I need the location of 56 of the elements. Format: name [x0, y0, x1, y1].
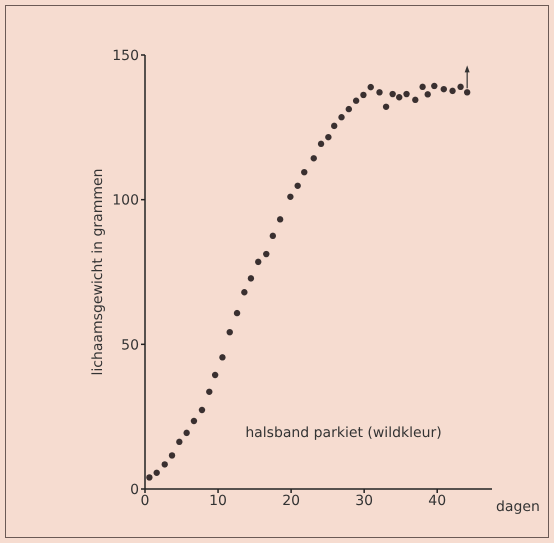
point [153, 470, 160, 476]
point [368, 84, 374, 90]
point [248, 275, 254, 282]
point [183, 430, 190, 436]
point [440, 86, 447, 92]
point [255, 258, 262, 266]
y-tick-label: 0 [130, 482, 139, 498]
point [287, 194, 294, 200]
y-tick-label: 100 [112, 192, 139, 209]
point [146, 474, 153, 481]
y-tick-label: 50 [121, 337, 139, 354]
point [431, 82, 438, 90]
point [389, 90, 396, 98]
point [382, 104, 390, 110]
point [376, 89, 383, 96]
point [352, 98, 360, 104]
point [198, 406, 206, 414]
annotation: halsband parkiet (wildkleur) [245, 425, 442, 441]
point [263, 250, 270, 258]
point [424, 91, 431, 98]
point [412, 96, 418, 104]
point [464, 89, 470, 96]
point [294, 182, 301, 189]
point [241, 289, 248, 296]
x-axis-title: dagen [496, 499, 540, 515]
point [168, 452, 176, 459]
x-tick-label: 0 [140, 492, 150, 509]
point [219, 354, 226, 361]
point [318, 140, 324, 148]
point [234, 310, 240, 316]
point [270, 232, 276, 240]
point [419, 84, 426, 90]
point [360, 92, 367, 98]
point [396, 94, 402, 100]
x-tick-label: 20 [282, 492, 300, 509]
x-tick-label: 30 [355, 492, 374, 509]
point [457, 84, 464, 90]
point [331, 122, 338, 130]
point [403, 90, 410, 98]
point [310, 155, 317, 162]
point [276, 216, 284, 223]
point [212, 372, 218, 378]
point [301, 168, 308, 176]
point [325, 134, 332, 140]
point [449, 88, 456, 94]
point [338, 114, 345, 120]
x-tick-label: 40 [428, 492, 446, 509]
point [162, 461, 168, 468]
point [226, 328, 233, 336]
y-tick-label: 150 [112, 48, 139, 64]
point [176, 438, 183, 446]
y-axis-title: lichaamsgewicht in grammen [90, 168, 106, 376]
x-tick-label: 10 [209, 492, 227, 509]
point [190, 418, 198, 424]
point [346, 106, 352, 112]
point [206, 388, 212, 395]
